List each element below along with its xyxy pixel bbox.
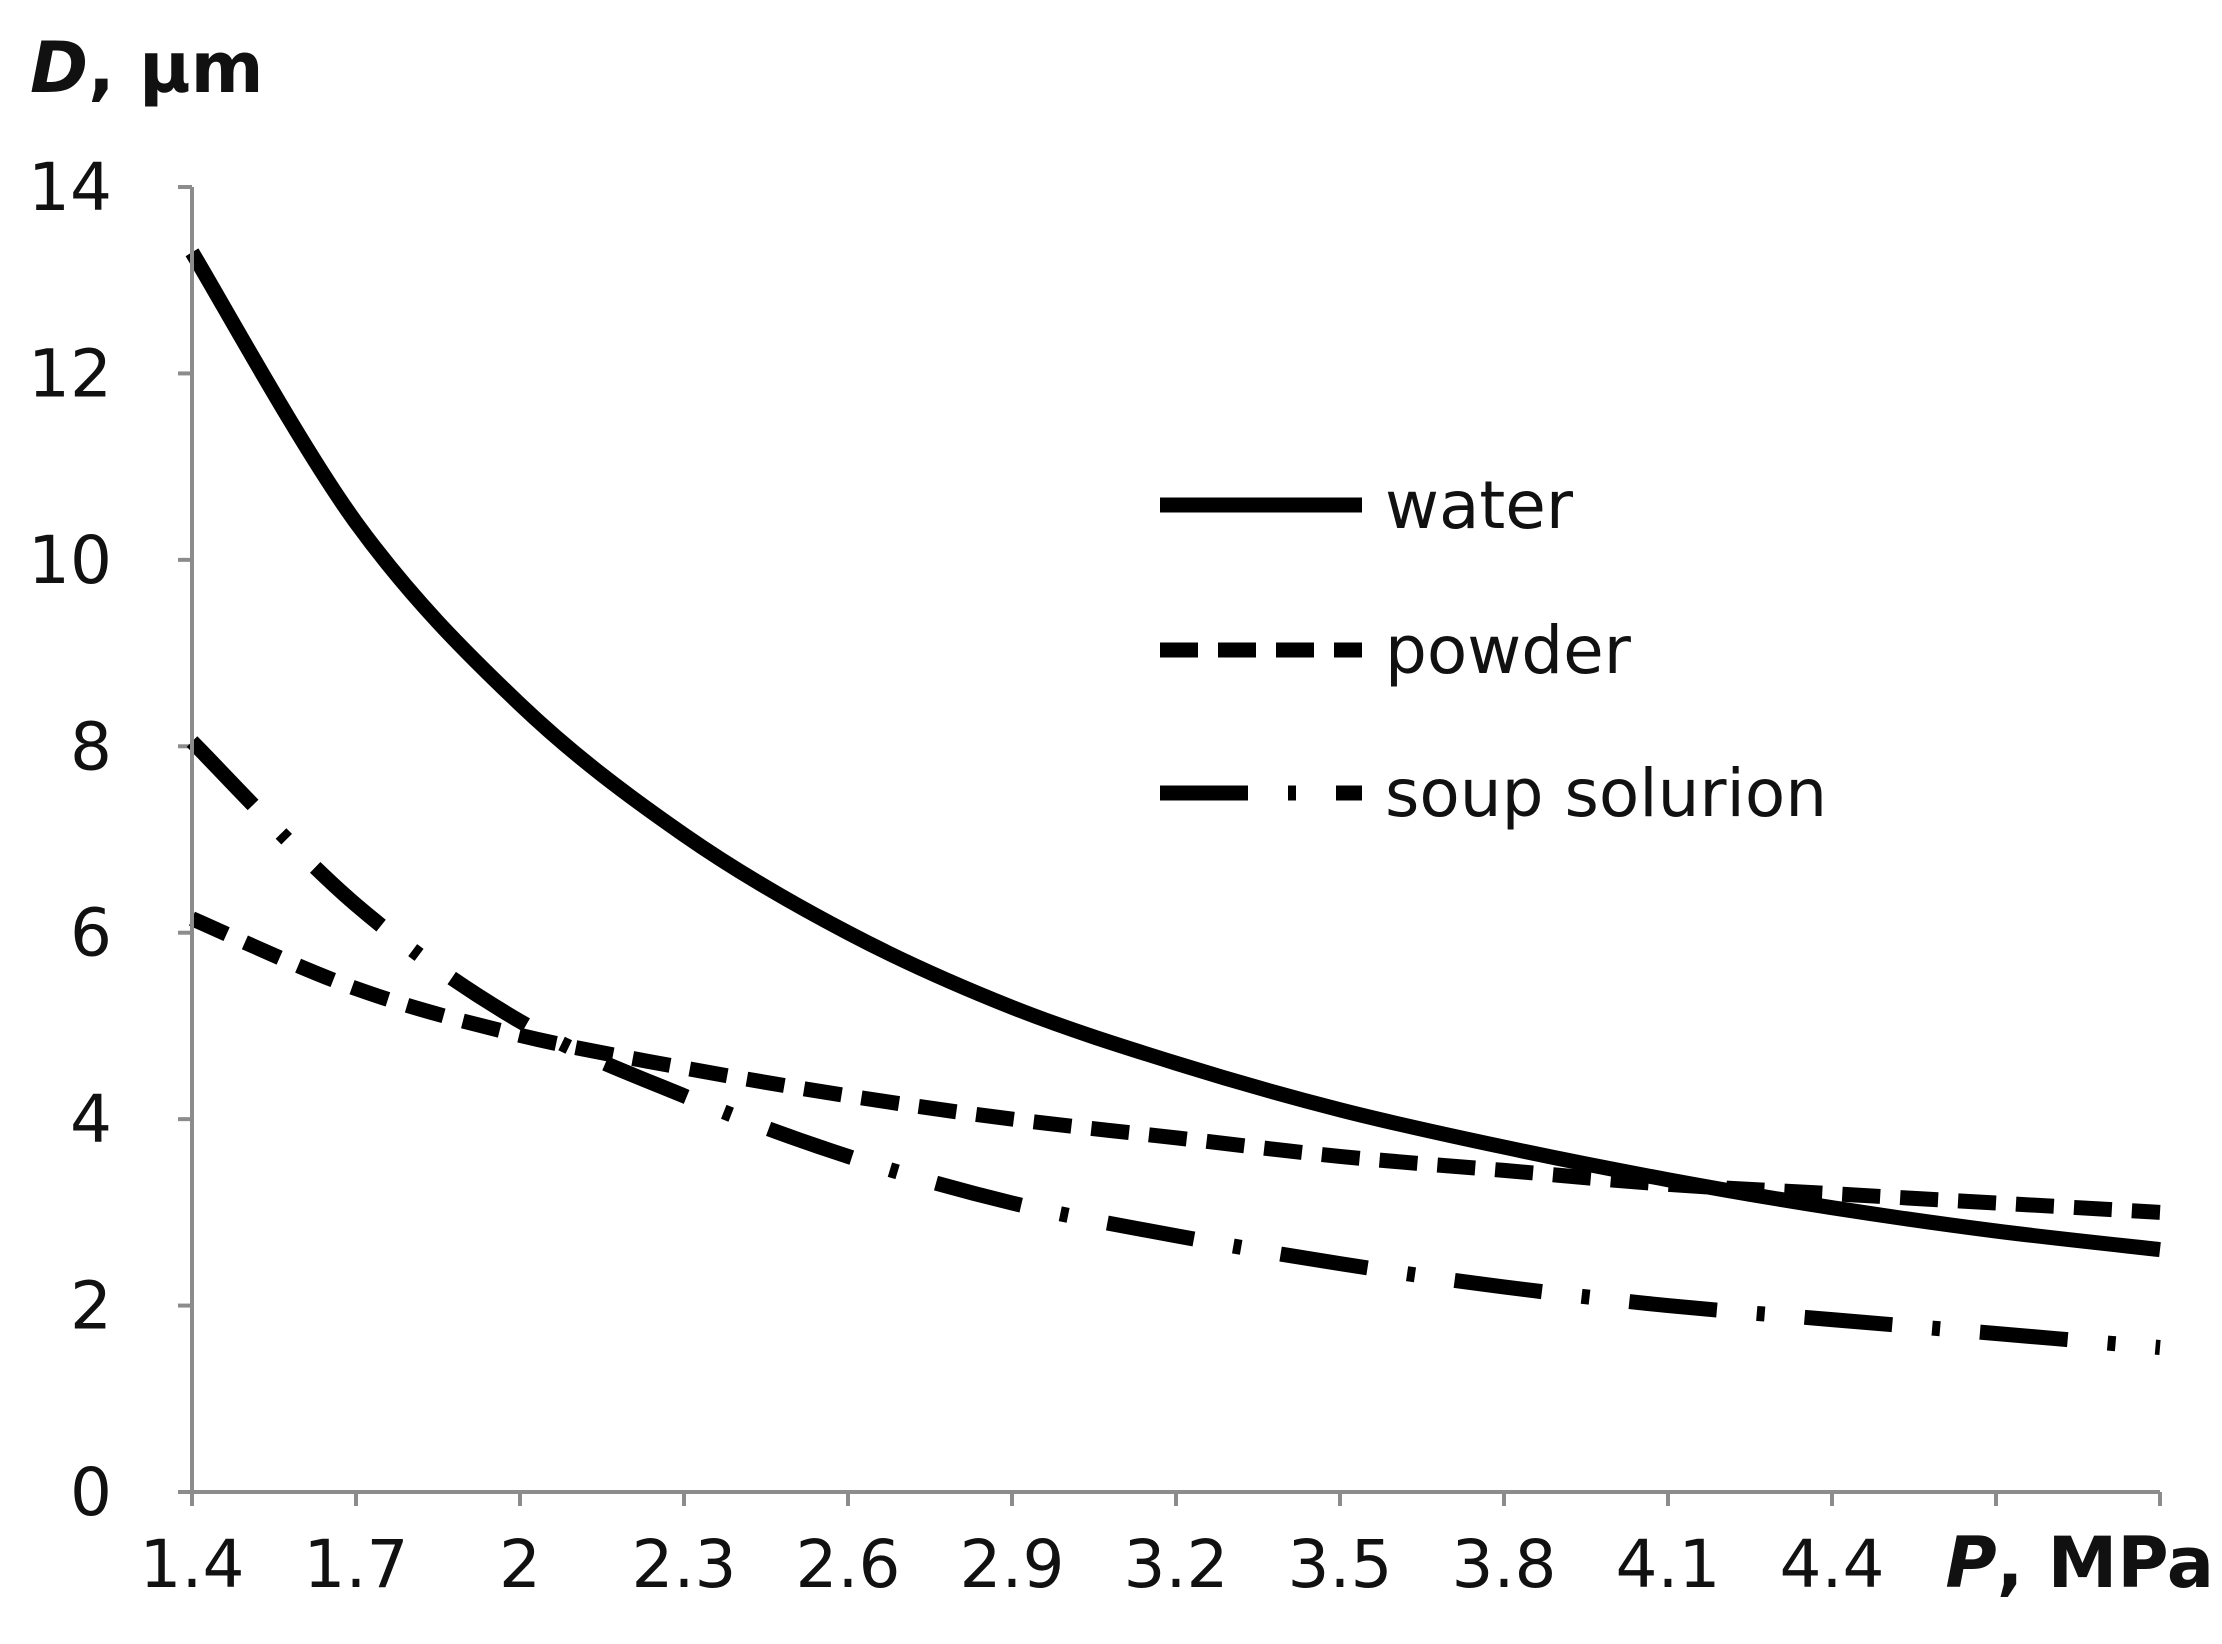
x-tick-label: 2.3 [632, 1526, 737, 1603]
x-tick-label: 1.7 [304, 1526, 409, 1603]
series-line-water [185, 248, 2161, 1258]
y-tick-label: 8 [70, 708, 112, 785]
y-tick-label: 14 [28, 149, 112, 226]
x-tick-label: 2.9 [960, 1526, 1065, 1603]
x-tick-label: 3.8 [1452, 1526, 1557, 1603]
y-tick-label: 12 [28, 335, 112, 412]
series-line-powder [189, 911, 2161, 1220]
series-line-soup-solurion [186, 736, 2161, 1355]
x-axis-title: P, MPa [1945, 1522, 2214, 1604]
y-tick-label: 10 [28, 522, 112, 599]
x-tick-label: 4.1 [1616, 1526, 1721, 1603]
x-axis-unit: , MPa [1997, 1522, 2214, 1604]
x-tick-label: 2 [499, 1526, 541, 1603]
x-tick-label: 2.6 [796, 1526, 901, 1603]
y-axis-unit: , µm [88, 27, 263, 109]
y-tick-label: 4 [70, 1081, 112, 1158]
x-tick-label: 3.2 [1124, 1526, 1229, 1603]
y-tick-label: 6 [70, 895, 112, 972]
legend-label: water [1385, 467, 1574, 544]
legend-label: soup solurion [1385, 755, 1827, 832]
x-tick-label: 1.4 [140, 1526, 245, 1603]
y-axis-title: D, µm [30, 27, 264, 109]
legend-label: powder [1385, 612, 1632, 689]
y-axis-variable: D [30, 27, 88, 109]
x-tick-label: 3.5 [1288, 1526, 1393, 1603]
x-tick-label: 4.4 [1780, 1526, 1885, 1603]
y-tick-label: 0 [70, 1454, 112, 1531]
y-tick-label: 2 [70, 1268, 112, 1345]
x-axis-variable: P [1945, 1522, 1996, 1604]
